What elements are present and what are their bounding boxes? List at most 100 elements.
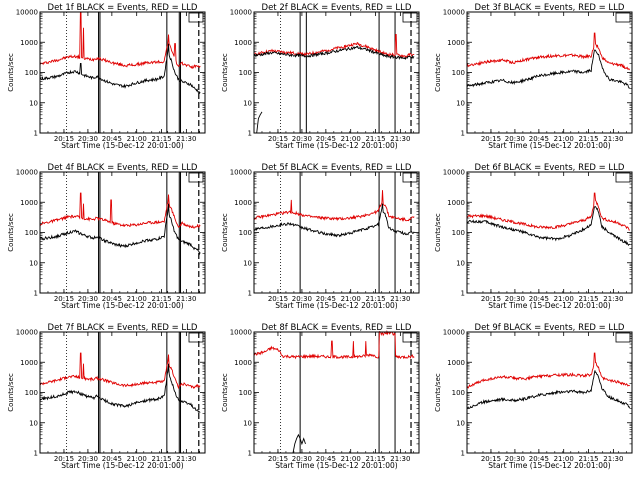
series-line [253, 329, 415, 360]
y-axis-label: Counts/sec [434, 53, 442, 92]
y-tick-label: 100 [452, 389, 465, 397]
chart-title: Det 3f BLACK = Events, RED = LLD [475, 3, 625, 13]
chart-title: Det 9f BLACK = Events, RED = LLD [475, 323, 625, 333]
x-axis-label: Start Time (15-Dec-12 20:01:00) [488, 301, 610, 310]
legend-box [615, 172, 631, 183]
x-tick-label: 21:15 [578, 135, 598, 143]
y-tick-label: 1000 [234, 359, 252, 367]
x-tick-label: 20:15 [54, 295, 74, 303]
x-tick-label: 20:15 [481, 135, 501, 143]
x-tick-label: 20:30 [505, 135, 525, 143]
y-axis-label: Counts/sec [7, 213, 15, 252]
chart-panel: Det 2f BLACK = Events, RED = LLD 1 10 100 10… [221, 3, 420, 150]
x-tick-label: 21:00 [341, 455, 361, 463]
y-tick-label: 10 [29, 259, 38, 267]
chart-panel: Det 8f BLACK = Events, RED = LLD 1 10 100 10… [221, 323, 420, 470]
x-tick-label: 21:00 [341, 135, 361, 143]
y-tick-label: 10000 [16, 169, 38, 177]
y-tick-label: 10 [29, 419, 38, 427]
series-line [466, 32, 631, 71]
y-tick-label: 1 [248, 450, 252, 458]
y-tick-label: 10 [456, 99, 465, 107]
y-axis-label: Counts/sec [7, 53, 15, 92]
chart-title: Det 8f BLACK = Events, RED = LLD [262, 323, 412, 333]
x-tick-label: 21:00 [127, 455, 147, 463]
y-tick-label: 1 [248, 130, 252, 138]
x-tick-label: 21:00 [554, 135, 574, 143]
y-tick-label: 1000 [234, 199, 252, 207]
y-tick-label: 10 [243, 99, 252, 107]
y-tick-label: 10000 [443, 329, 465, 337]
y-tick-label: 100 [239, 69, 252, 77]
y-tick-label: 1 [34, 290, 38, 298]
y-tick-label: 100 [239, 389, 252, 397]
x-axis-label: Start Time (15-Dec-12 20:01:00) [488, 141, 610, 150]
y-tick-label: 1000 [234, 39, 252, 47]
x-tick-label: 20:15 [481, 455, 501, 463]
y-tick-label: 10000 [230, 329, 252, 337]
y-axis-label: Counts/sec [221, 213, 229, 252]
legend-box [402, 12, 418, 23]
x-tick-label: 21:30 [390, 135, 410, 143]
x-tick-label: 21:00 [127, 135, 147, 143]
y-tick-label: 1000 [20, 199, 38, 207]
y-tick-label: 1000 [447, 199, 465, 207]
chart-title: Det 6f BLACK = Events, RED = LLD [475, 163, 625, 173]
chart-panel: Det 7f BLACK = Events, RED = LLD 1 10 100 10… [7, 323, 206, 470]
chart-panel: Det 3f BLACK = Events, RED = LLD 1 10 100 10… [434, 3, 633, 150]
x-axis-label: Start Time (15-Dec-12 20:01:00) [61, 301, 183, 310]
x-tick-label: 21:15 [365, 295, 385, 303]
y-tick-label: 10 [243, 259, 252, 267]
y-tick-label: 100 [25, 69, 38, 77]
x-tick-label: 20:30 [78, 135, 98, 143]
chart-panel: Det 6f BLACK = Events, RED = LLD 1 10 100 10… [434, 163, 633, 310]
y-tick-label: 10 [456, 419, 465, 427]
x-axis-label: Start Time (15-Dec-12 20:01:00) [488, 461, 610, 470]
x-tick-label: 21:15 [151, 455, 171, 463]
x-tick-label: 20:45 [102, 295, 122, 303]
y-tick-label: 10000 [16, 9, 38, 17]
x-axis-label: Start Time (15-Dec-12 20:01:00) [61, 461, 183, 470]
series-line [39, 352, 201, 390]
y-axis-label: Counts/sec [434, 213, 442, 252]
x-axis-label: Start Time (15-Dec-12 20:01:00) [275, 301, 397, 310]
x-tick-label: 20:30 [78, 295, 98, 303]
chart-title: Det 1f BLACK = Events, RED = LLD [48, 3, 198, 13]
x-tick-label: 20:45 [102, 455, 122, 463]
x-tick-label: 21:30 [176, 135, 196, 143]
chart-panel: Det 4f BLACK = Events, RED = LLD 1 10 100 10… [7, 163, 206, 310]
y-tick-label: 10 [29, 99, 38, 107]
x-tick-label: 20:45 [316, 455, 336, 463]
x-tick-label: 21:15 [365, 455, 385, 463]
x-tick-label: 20:15 [54, 135, 74, 143]
y-tick-label: 100 [25, 229, 38, 237]
x-tick-label: 20:45 [102, 135, 122, 143]
legend-box [615, 12, 631, 23]
y-tick-label: 1000 [20, 39, 38, 47]
y-tick-label: 10 [456, 259, 465, 267]
y-tick-label: 100 [452, 69, 465, 77]
x-tick-label: 20:45 [316, 295, 336, 303]
y-tick-label: 1 [248, 290, 252, 298]
x-tick-label: 21:00 [554, 455, 574, 463]
series-line [466, 206, 630, 246]
x-tick-label: 21:15 [151, 135, 171, 143]
x-tick-label: 20:15 [268, 295, 288, 303]
series-line [39, 11, 201, 70]
x-tick-label: 21:15 [365, 135, 385, 143]
x-tick-label: 21:30 [603, 455, 623, 463]
x-tick-label: 20:30 [292, 295, 312, 303]
series-line [466, 370, 631, 410]
plot-frame [253, 171, 420, 294]
y-tick-label: 100 [25, 389, 38, 397]
y-axis-label: Counts/sec [434, 373, 442, 412]
x-tick-label: 21:30 [603, 295, 623, 303]
x-tick-label: 20:15 [481, 295, 501, 303]
legend-box [402, 172, 418, 183]
y-tick-label: 1 [461, 450, 465, 458]
x-tick-label: 20:45 [316, 135, 336, 143]
series-line [39, 43, 201, 95]
x-tick-label: 21:00 [554, 295, 574, 303]
x-tick-label: 20:15 [54, 455, 74, 463]
y-axis-label: Counts/sec [221, 373, 229, 412]
